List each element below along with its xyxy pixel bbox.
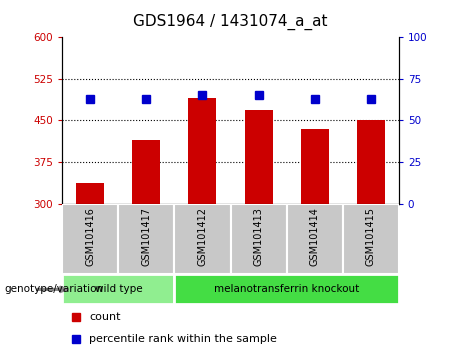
Text: GSM101412: GSM101412 [197,207,207,266]
Text: melanotransferrin knockout: melanotransferrin knockout [214,284,359,295]
Bar [287,204,343,274]
Bar [189,98,217,204]
Text: count: count [89,312,121,322]
Text: genotype/variation: genotype/variation [5,284,104,295]
Bar [76,183,104,204]
Bar [174,204,230,274]
Text: GSM101414: GSM101414 [310,207,319,266]
Bar [174,274,399,304]
Text: GSM101417: GSM101417 [142,207,151,266]
Text: GDS1964 / 1431074_a_at: GDS1964 / 1431074_a_at [133,14,328,30]
Bar [62,204,118,274]
Text: GSM101413: GSM101413 [254,207,264,266]
Bar [343,204,399,274]
Bar [244,110,272,204]
Bar [357,120,385,204]
Text: wild type: wild type [95,284,142,295]
Bar [230,204,287,274]
Bar [132,140,160,204]
Bar [301,129,329,204]
Text: GSM101415: GSM101415 [366,207,376,266]
Bar [118,204,174,274]
Text: percentile rank within the sample: percentile rank within the sample [89,334,277,344]
Text: GSM101416: GSM101416 [85,207,95,266]
Bar [62,274,174,304]
